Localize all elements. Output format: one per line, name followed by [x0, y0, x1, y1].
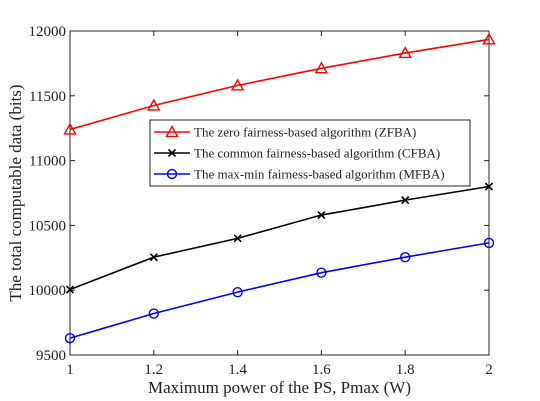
- y-tick-label: 12000: [29, 24, 67, 40]
- x-tick-label: 1: [66, 362, 74, 378]
- x-tick-label: 1.8: [396, 362, 415, 378]
- y-tick-label: 10000: [29, 283, 67, 299]
- y-axis-title: The total computable data (bits): [6, 84, 25, 301]
- data-point: [483, 237, 495, 249]
- data-point: [398, 46, 412, 59]
- data-point: [233, 234, 242, 243]
- legend-item: The common fairness-based algorithm (CFB…: [154, 146, 440, 161]
- legend-box: [149, 119, 471, 187]
- triangle-marker: [482, 32, 496, 45]
- legend-label: The common fairness-based algorithm (CFB…: [194, 146, 440, 161]
- x-marker-stroke: [401, 196, 410, 205]
- x-marker-stroke: [233, 234, 242, 243]
- x-marker-stroke: [484, 182, 494, 191]
- x-tick-label: 2: [485, 362, 493, 378]
- x-marker: [317, 210, 326, 220]
- triangle-marker: [165, 125, 179, 138]
- legend-item: The zero fairness-based algorithm (ZFBA): [154, 125, 416, 140]
- data-point: [230, 78, 245, 91]
- data-point: [482, 32, 496, 45]
- triangle-marker: [398, 46, 412, 59]
- legend-item: The max-min fairness-based algorithm (MF…: [154, 167, 445, 182]
- data-point: [316, 267, 327, 278]
- data-point: [65, 285, 75, 294]
- data-point: [484, 182, 494, 191]
- data-point: [149, 253, 158, 262]
- legend: The zero fairness-based algorithm (ZFBA)…: [149, 119, 471, 187]
- series-3: [64, 237, 495, 344]
- data-point: [232, 286, 243, 298]
- plot-frame: [69, 30, 490, 356]
- x-marker-stroke: [317, 210, 326, 220]
- x-axis-title: Maximum power of the PS, Pmax (W): [148, 378, 411, 397]
- circle-marker: [64, 332, 76, 344]
- data-point: [401, 196, 410, 205]
- legend-label: The max-min fairness-based algorithm (MF…: [194, 167, 445, 182]
- plot-area: [69, 30, 490, 356]
- series-line: [69, 38, 490, 131]
- x-marker: [233, 234, 242, 243]
- x-axis-ticks: 1 1.2 1.4 1.6 1.8 2: [66, 31, 493, 378]
- triangle-marker: [147, 98, 161, 111]
- y-tick-label: 11500: [29, 89, 66, 105]
- x-marker: [149, 253, 158, 262]
- data-point: [314, 61, 329, 74]
- x-marker-stroke: [149, 253, 158, 262]
- circle-marker: [316, 267, 327, 278]
- x-marker-stroke: [65, 285, 75, 294]
- data-point: [63, 122, 77, 135]
- circle-marker: [483, 237, 495, 249]
- circle-marker: [166, 168, 178, 180]
- data-point: [400, 251, 411, 263]
- x-marker-stroke: [167, 148, 177, 158]
- circle-marker: [232, 286, 243, 298]
- circle-marker: [148, 308, 160, 319]
- series-line: [69, 242, 490, 339]
- x-marker: [401, 196, 410, 205]
- data-point: [64, 332, 76, 344]
- triangle-marker: [63, 122, 77, 135]
- y-axis-ticks: 9500 10000 10500 11000 11500 12000: [29, 24, 489, 364]
- series-line: [69, 185, 490, 291]
- circle-marker: [400, 251, 411, 263]
- data-point: [147, 98, 161, 111]
- triangle-marker: [314, 61, 329, 74]
- y-tick-label: 10500: [29, 218, 67, 234]
- triangle-marker: [230, 78, 245, 91]
- data-point: [317, 210, 326, 220]
- series-layer: [63, 32, 496, 344]
- x-tick-label: 1.4: [228, 362, 247, 378]
- x-tick-label: 1.2: [144, 362, 163, 378]
- data-point: [148, 308, 160, 319]
- legend-label: The zero fairness-based algorithm (ZFBA): [194, 125, 416, 140]
- x-tick-label: 1.6: [312, 362, 331, 378]
- series-2: [65, 182, 494, 294]
- y-tick-label: 9500: [36, 348, 66, 364]
- x-marker: [484, 182, 494, 191]
- series-1: [63, 32, 496, 135]
- x-marker: [65, 285, 75, 294]
- y-tick-label: 11000: [29, 154, 66, 170]
- x-marker: [167, 148, 177, 158]
